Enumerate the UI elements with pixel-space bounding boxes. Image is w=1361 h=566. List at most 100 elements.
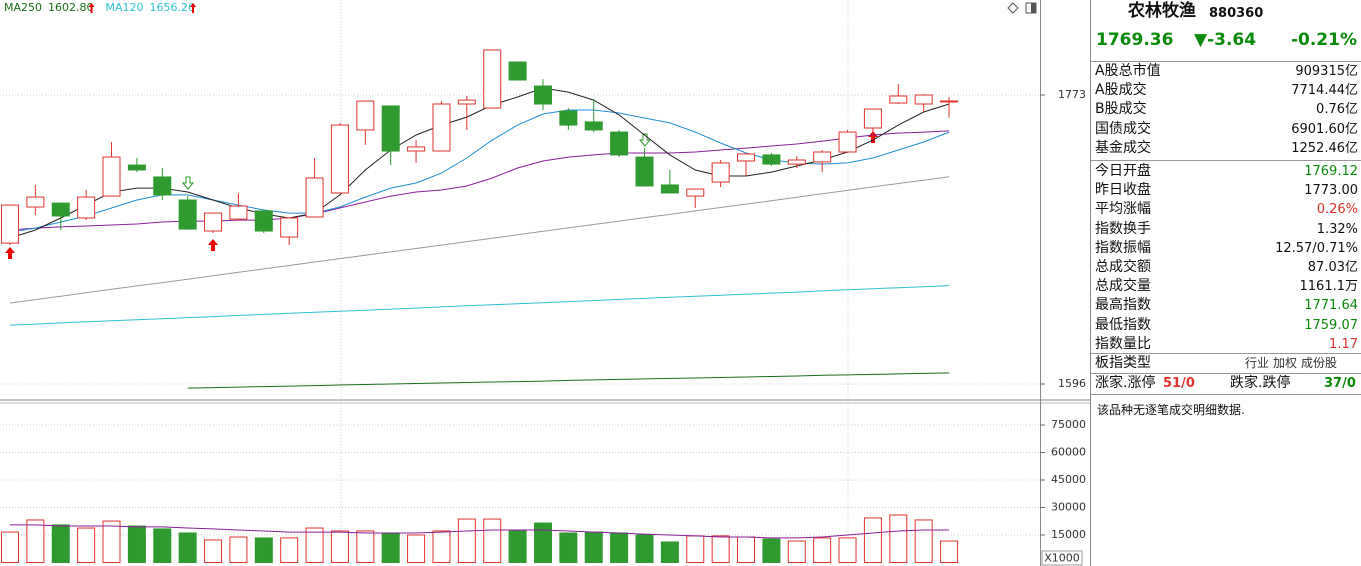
- row-value: 6901.60亿: [1291, 121, 1358, 137]
- board-option[interactable]: 加权: [1273, 356, 1298, 370]
- board-option[interactable]: 成份股: [1301, 356, 1338, 370]
- row-label: 指数换手: [1095, 220, 1151, 237]
- y-tick-label: 75000: [1051, 418, 1086, 431]
- candle-body: [660, 184, 679, 194]
- legend-value: 1656.26: [150, 1, 196, 14]
- volume-bar: [26, 519, 45, 563]
- candle-body: [610, 131, 629, 156]
- legend-entry: MA250 1602.80: [4, 1, 94, 14]
- volume-bar: [813, 537, 832, 563]
- ma-line: [9, 130, 950, 231]
- candle-body: [1, 204, 19, 244]
- ma-line: [9, 176, 950, 304]
- volume-bar: [940, 540, 959, 563]
- volume-bar: [330, 530, 349, 563]
- y-tick-label: 15000: [1051, 528, 1086, 541]
- panel-button-fill: [1031, 3, 1036, 13]
- row-label: 最高指数: [1095, 297, 1151, 314]
- row-label: 国债成交: [1095, 120, 1151, 137]
- row-label: 今日开盘: [1095, 163, 1151, 179]
- volume-bar: [635, 534, 654, 563]
- price-change: ▼-3.64: [1194, 30, 1257, 50]
- volume-bar: [787, 540, 806, 563]
- sell-signal: [181, 176, 195, 190]
- volume-bar: [457, 518, 476, 564]
- candle-body: [483, 49, 502, 109]
- ma-line: [10, 524, 950, 539]
- candle-body: [204, 212, 223, 232]
- candle-body: [127, 164, 146, 171]
- volume-bar: [610, 532, 629, 564]
- y-tick-label: 1773: [1058, 88, 1086, 101]
- row-value: 1.17: [1329, 336, 1358, 352]
- candle-body: [432, 103, 451, 152]
- volume-bar: [584, 531, 603, 563]
- candle-body: [330, 124, 349, 194]
- volume-bar: [483, 518, 502, 564]
- volume-bar: [153, 528, 172, 564]
- row-label: 基金成交: [1095, 139, 1151, 156]
- candle-body: [381, 105, 400, 152]
- row-value: 1759.07: [1304, 317, 1358, 333]
- row-label: B股成交: [1095, 101, 1147, 118]
- row-value: 909315亿: [1295, 64, 1358, 79]
- candle-body: [356, 100, 375, 131]
- candle-body: [711, 162, 730, 183]
- volume-bar: [204, 539, 223, 564]
- diamond-button[interactable]: [1007, 2, 1019, 14]
- candle-body: [457, 99, 476, 105]
- candle-body: [102, 156, 121, 197]
- row-label: 指数振幅: [1095, 239, 1151, 256]
- volume-bar: [889, 514, 908, 564]
- board-option[interactable]: 行业: [1245, 356, 1270, 370]
- candle-body: [762, 154, 781, 165]
- candle-body: [813, 151, 832, 163]
- breadth-value: 51/0: [1163, 376, 1195, 391]
- ma-line: [9, 87, 950, 239]
- breadth-value: 37/0: [1324, 376, 1356, 391]
- row-value: 0.26%: [1316, 202, 1358, 218]
- buy-signal: [208, 239, 218, 251]
- volume-bar: [432, 530, 451, 563]
- volume-bar: [381, 532, 400, 564]
- volume-bar: [305, 527, 324, 563]
- candle-body: [533, 85, 552, 105]
- volume-bar: [711, 535, 730, 564]
- volume-bar: [102, 520, 121, 563]
- legend-arrow: [88, 3, 95, 13]
- unit-label: X1000: [1044, 552, 1080, 565]
- last-price: 1769.36: [1096, 30, 1174, 50]
- row-label: A股总市值: [1095, 63, 1161, 79]
- breadth-label: 跌家.跌停: [1230, 375, 1291, 391]
- volume-bar: [178, 532, 197, 564]
- row-value: 1.32%: [1316, 221, 1358, 237]
- candle-body: [787, 159, 806, 165]
- ma-line: [9, 285, 950, 326]
- candle-body: [280, 217, 299, 238]
- legend-name: MA250: [4, 1, 42, 14]
- candle-body: [305, 177, 324, 218]
- row-label: 总成交额: [1095, 259, 1151, 275]
- row-value: 1771.64: [1304, 298, 1358, 314]
- ma-line: [9, 109, 950, 233]
- row-value: 1769.12: [1304, 164, 1358, 179]
- row-label: 总成交量: [1095, 278, 1151, 295]
- volume-bar: [838, 537, 857, 563]
- row-value: 1252.46亿: [1291, 140, 1358, 156]
- row-label: 指数量比: [1095, 335, 1151, 352]
- row-value: 1161.1万: [1299, 279, 1359, 295]
- volume-bar: [127, 525, 146, 564]
- volume-bar: [686, 535, 705, 564]
- y-tick-label: 1596: [1058, 377, 1086, 390]
- toolbar[interactable]: [1007, 2, 1037, 14]
- candle-body: [686, 188, 705, 197]
- row-label: 最低指数: [1095, 316, 1151, 333]
- breadth-label: 涨家.涨停: [1095, 375, 1156, 391]
- candle-body: [559, 110, 578, 126]
- row-value: 1773.00: [1304, 183, 1358, 199]
- legend-name: MA120: [106, 1, 144, 14]
- candle-body: [77, 196, 96, 219]
- volume-bar: [762, 538, 781, 563]
- sell-signal: [638, 133, 652, 147]
